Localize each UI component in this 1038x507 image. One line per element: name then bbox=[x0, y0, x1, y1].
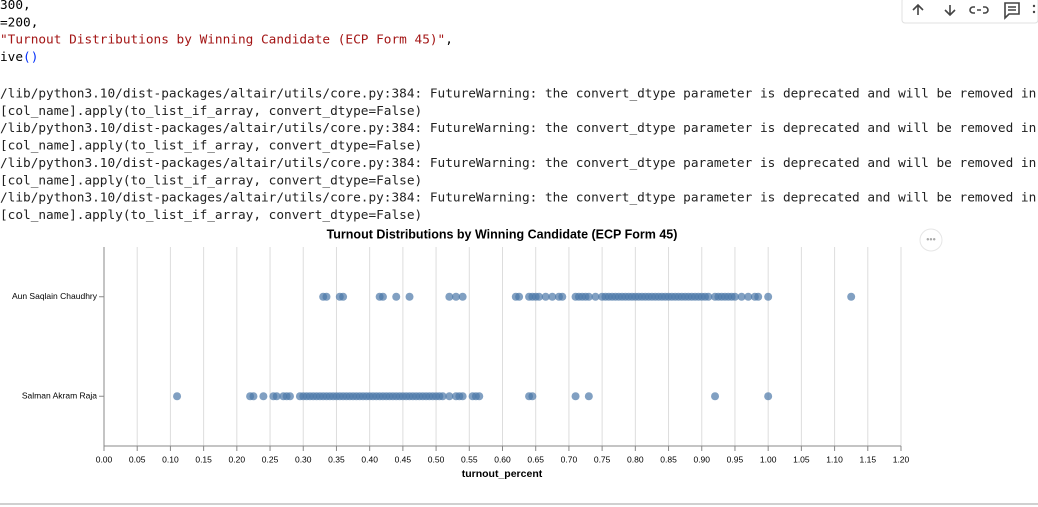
cell-toolbar bbox=[901, 0, 1038, 24]
x-tick-label: 1.10 bbox=[826, 454, 843, 464]
warning-line: [col_name].apply(to_list_if_array, conve… bbox=[0, 173, 422, 188]
x-tick-label: 0.95 bbox=[727, 454, 744, 464]
point bbox=[173, 392, 182, 401]
point bbox=[528, 392, 537, 401]
x-tick-label: 0.45 bbox=[395, 454, 412, 464]
x-tick-label: 0.55 bbox=[461, 454, 478, 464]
point bbox=[445, 292, 454, 301]
y-tick-label: Aun Saqlain Chaudhry bbox=[12, 291, 98, 301]
x-tick-label: 0.70 bbox=[561, 454, 578, 464]
point bbox=[322, 292, 331, 301]
code-line: "Turnout Distributions by Winning Candid… bbox=[0, 32, 453, 47]
code-line: =200, bbox=[0, 15, 38, 30]
warning-line: [col_name].apply(to_list_if_array, conve… bbox=[0, 139, 422, 154]
move-up-icon[interactable] bbox=[912, 3, 924, 15]
move-down-icon[interactable] bbox=[944, 5, 956, 17]
point bbox=[458, 292, 467, 301]
output-warnings: /lib/python3.10/dist-packages/altair/uti… bbox=[0, 87, 1036, 223]
code-token: () bbox=[23, 49, 38, 64]
x-tick-label: 0.80 bbox=[627, 454, 644, 464]
x-tick-label: 0.85 bbox=[660, 454, 677, 464]
point bbox=[535, 292, 544, 301]
x-tick-label: 0.10 bbox=[162, 454, 179, 464]
point bbox=[558, 292, 567, 301]
x-tick-label: 0.75 bbox=[594, 454, 611, 464]
x-tick-label: 0.60 bbox=[494, 454, 511, 464]
point bbox=[754, 292, 763, 301]
x-tick-label: 0.00 bbox=[96, 454, 113, 464]
code-line: 300, bbox=[0, 0, 31, 13]
warning-line: /lib/python3.10/dist-packages/altair/uti… bbox=[0, 191, 1036, 206]
point bbox=[475, 392, 484, 401]
point bbox=[584, 392, 593, 401]
x-tick-label: 0.05 bbox=[129, 454, 146, 464]
warning-line: /lib/python3.10/dist-packages/altair/uti… bbox=[0, 121, 1036, 136]
code-area: 300, =200, "Turnout Distributions by Winni… bbox=[0, 0, 453, 64]
x-tick-label: 0.40 bbox=[361, 454, 378, 464]
point bbox=[378, 292, 387, 301]
point bbox=[541, 292, 550, 301]
x-tick-label: 0.50 bbox=[428, 454, 445, 464]
point bbox=[711, 392, 720, 401]
x-tick-label: 0.25 bbox=[262, 454, 279, 464]
point bbox=[737, 292, 746, 301]
warning-line: /lib/python3.10/dist-packages/altair/uti… bbox=[0, 87, 1036, 102]
point bbox=[764, 392, 773, 401]
x-tick-label: 0.30 bbox=[295, 454, 312, 464]
warning-line: [col_name].apply(to_list_if_array, conve… bbox=[0, 104, 422, 119]
comment-icon[interactable] bbox=[1004, 2, 1020, 20]
point bbox=[405, 292, 414, 301]
point bbox=[704, 292, 713, 301]
x-tick-label: 1.15 bbox=[860, 454, 877, 464]
x-tick-label: 0.65 bbox=[527, 454, 544, 464]
point bbox=[744, 292, 753, 301]
x-axis-title: turnout_percent bbox=[462, 468, 543, 480]
x-tick-label: 0.20 bbox=[229, 454, 246, 464]
point bbox=[259, 392, 268, 401]
x-tick-label: 1.05 bbox=[793, 454, 810, 464]
more-icon[interactable] bbox=[1032, 4, 1036, 8]
x-tick-label: 0.90 bbox=[693, 454, 710, 464]
point bbox=[515, 292, 524, 301]
code-token: ive bbox=[0, 49, 23, 64]
point bbox=[285, 392, 294, 401]
point bbox=[458, 392, 467, 401]
point bbox=[272, 392, 281, 401]
warning-line: [col_name].apply(to_list_if_array, conve… bbox=[0, 208, 422, 223]
point bbox=[584, 292, 593, 301]
more-icon[interactable] bbox=[1032, 10, 1036, 14]
y-tick-label: Salman Akram Raja bbox=[22, 391, 97, 401]
chart-menu-dots[interactable]: ••• bbox=[926, 234, 935, 244]
link-icon[interactable] bbox=[969, 6, 989, 14]
point bbox=[438, 392, 447, 401]
point bbox=[249, 392, 258, 401]
point bbox=[591, 292, 600, 301]
point bbox=[392, 292, 401, 301]
point bbox=[764, 292, 773, 301]
point bbox=[847, 292, 856, 301]
code-token: , bbox=[445, 32, 453, 47]
point bbox=[548, 292, 557, 301]
code-token: 300, bbox=[0, 0, 31, 13]
code-token: "Turnout Distributions by Winning Candid… bbox=[0, 32, 445, 47]
warning-line: /lib/python3.10/dist-packages/altair/uti… bbox=[0, 156, 1036, 171]
point bbox=[445, 392, 454, 401]
x-tick-label: 0.15 bbox=[195, 454, 212, 464]
x-tick-label: 1.00 bbox=[760, 454, 777, 464]
point bbox=[339, 292, 348, 301]
x-tick-label: 0.35 bbox=[328, 454, 345, 464]
code-token: =200, bbox=[0, 15, 38, 30]
chart-menu-button[interactable] bbox=[919, 228, 943, 252]
code-line: ive() bbox=[0, 49, 38, 64]
chart-title: Turnout Distributions by Winning Candida… bbox=[327, 227, 678, 241]
point bbox=[730, 292, 739, 301]
point bbox=[571, 392, 580, 401]
chart: Turnout Distributions by Winning Candida… bbox=[12, 227, 943, 480]
point bbox=[452, 292, 461, 301]
x-tick-label: 1.20 bbox=[893, 454, 910, 464]
